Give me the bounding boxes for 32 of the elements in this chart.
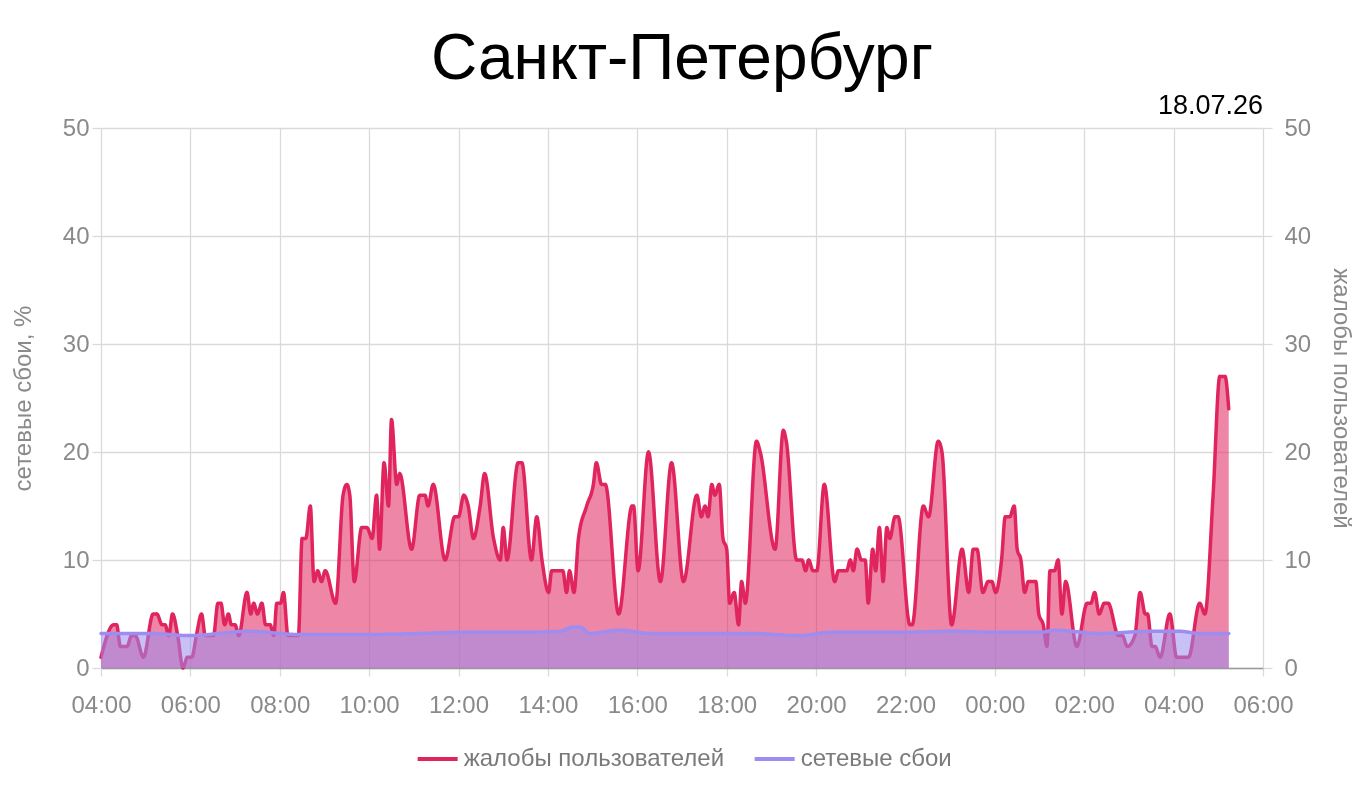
y-axis-title: сетевые сбои, %: [8, 305, 36, 492]
y2-tick-label: 40: [1284, 221, 1312, 249]
legend-label: сетевые сбои: [800, 744, 952, 771]
chart-title: Санкт-Петербург: [431, 21, 933, 93]
x-tick-label: 10:00: [339, 690, 400, 718]
y2-tick-label: 0: [1284, 653, 1298, 681]
x-tick-label: 22:00: [875, 690, 936, 718]
y-tick-label: 10: [62, 545, 90, 573]
x-tick-label: 04:00: [71, 690, 132, 718]
y-tick-label: 0: [76, 653, 90, 681]
x-tick-label: 16:00: [607, 690, 668, 718]
x-tick-label: 04:00: [1144, 690, 1205, 718]
y-tick-label: 50: [62, 113, 90, 141]
x-tick-label: 06:00: [1233, 690, 1294, 718]
y-tick-label: 40: [62, 221, 90, 249]
x-tick-label: 02:00: [1054, 690, 1115, 718]
text: 18.07.26: [1157, 90, 1263, 120]
x-tick-label: 20:00: [786, 690, 847, 718]
y2-axis-title: жалобы пользователей: [1329, 268, 1357, 529]
x-tick-label: 18:00: [697, 690, 758, 718]
legend-label: жалобы пользователей: [463, 744, 725, 771]
y-tick-label: 30: [62, 329, 90, 357]
y2-tick-label: 20: [1284, 437, 1312, 465]
y2-tick-label: 50: [1284, 113, 1312, 141]
x-tick-label: 06:00: [160, 690, 221, 718]
y2-tick-label: 30: [1284, 329, 1312, 357]
y2-tick-label: 10: [1284, 545, 1312, 573]
x-tick-label: 08:00: [250, 690, 311, 718]
y-tick-label: 20: [62, 437, 90, 465]
x-tick-label: 00:00: [965, 690, 1026, 718]
x-tick-label: 12:00: [429, 690, 490, 718]
x-tick-label: 14:00: [518, 690, 579, 718]
